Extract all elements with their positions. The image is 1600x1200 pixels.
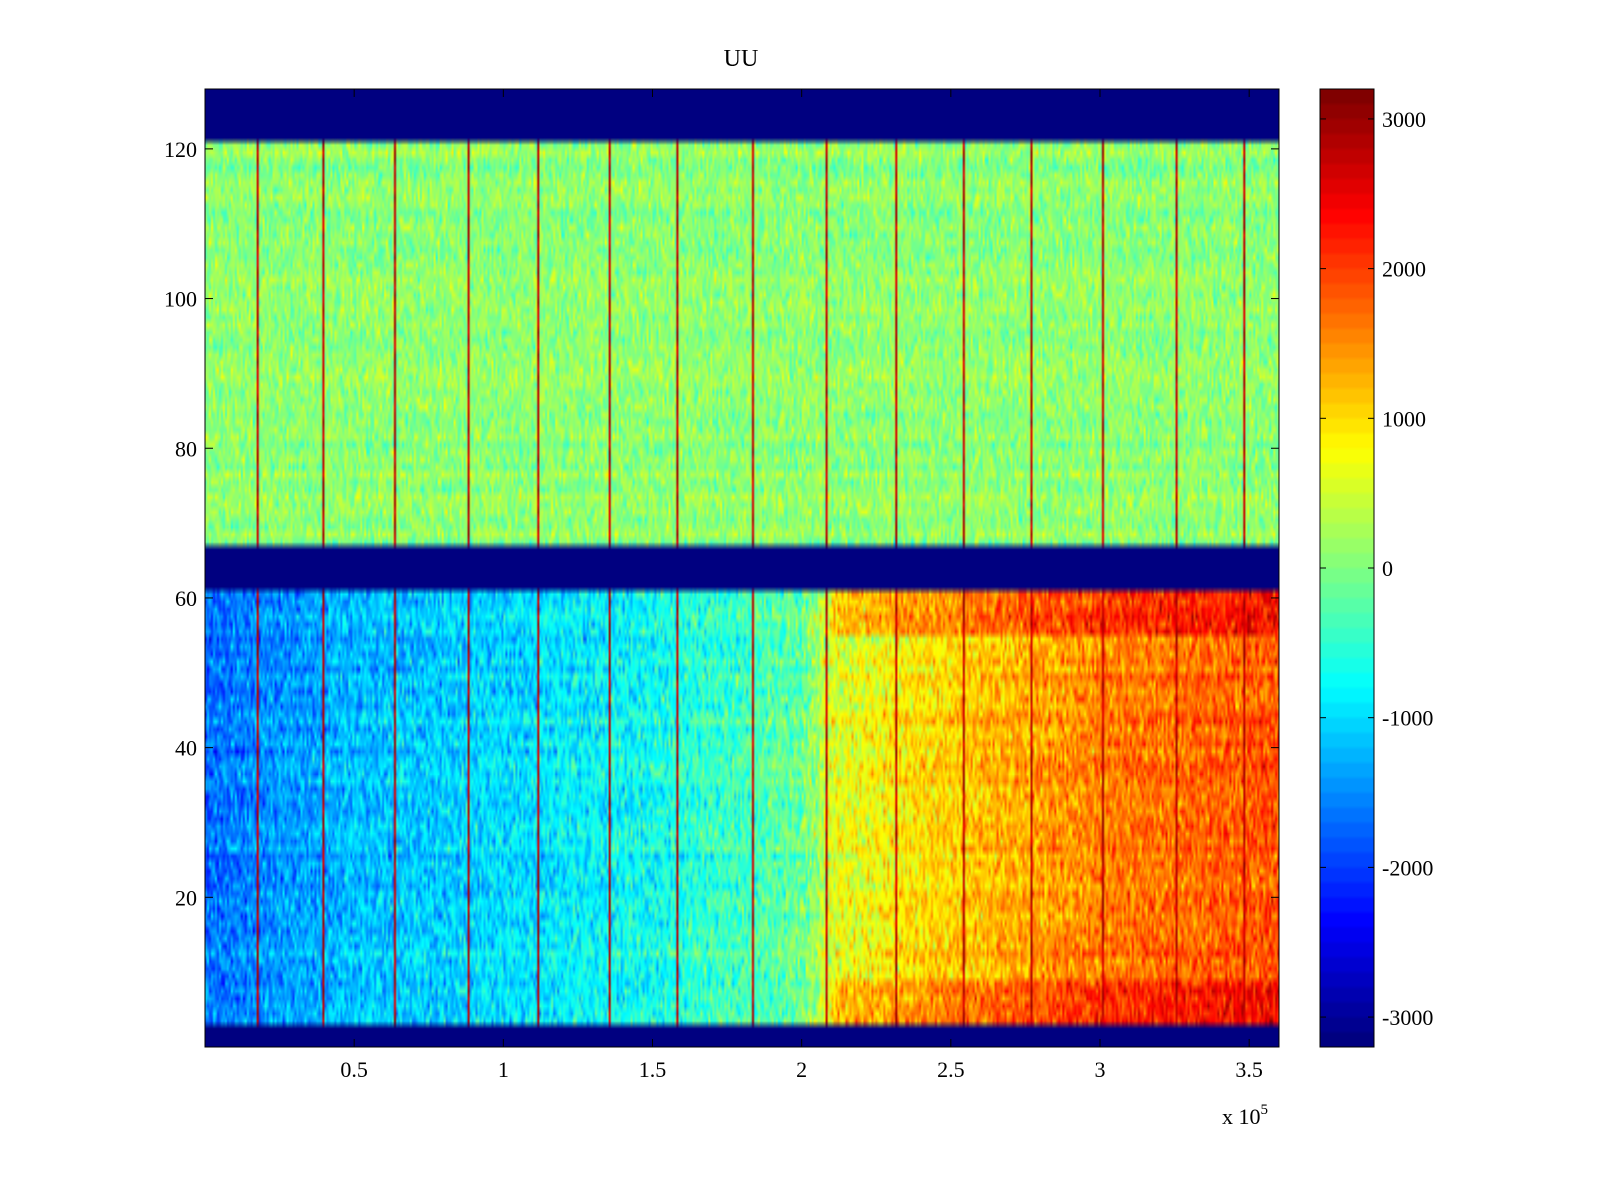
colorbar-tick-label: -3000	[1382, 1005, 1433, 1030]
colorbar: 3000 2000 1000 0 -1000 -2000 -3000	[1319, 88, 1433, 1048]
x-tick-label: 3	[1095, 1057, 1106, 1082]
y-tick-label: 100	[164, 287, 197, 312]
y-tick-label: 80	[175, 436, 197, 461]
x-tick-label: 1	[498, 1057, 509, 1082]
y-tick-label: 20	[175, 885, 197, 910]
colorbar-tick-label: 0	[1382, 556, 1393, 581]
colorbar-tick-label: 1000	[1382, 406, 1426, 431]
heatmap-image	[205, 89, 1279, 1047]
heatmap-plot	[204, 88, 1280, 1048]
y-tick-label: 120	[164, 137, 197, 162]
x-tick-label: 2.5	[937, 1057, 965, 1082]
colorbar-tick-label: 2000	[1382, 257, 1426, 282]
y-tick-label: 60	[175, 586, 197, 611]
colorbar-tick-label: -2000	[1382, 855, 1433, 880]
x-multiplier-label: x 105	[1222, 1102, 1268, 1129]
colorbar-tick-label: -1000	[1382, 706, 1433, 731]
y-tick-label: 40	[175, 736, 197, 761]
x-axis: 0.5 1 1.5 2 2.5 3 3.5	[340, 89, 1263, 1082]
chart-title: UU	[724, 46, 759, 72]
plot-frame	[204, 88, 1280, 1048]
colorbar-tick-label: 3000	[1382, 107, 1426, 132]
colorbar-ticks: 3000 2000 1000 0 -1000 -2000 -3000	[1320, 107, 1433, 1030]
x-tick-label: 1.5	[639, 1057, 667, 1082]
y-axis: 20 40 60 80 100 120	[164, 137, 1279, 910]
x-tick-label: 2	[796, 1057, 807, 1082]
colorbar-gradient	[1320, 89, 1374, 1047]
x-tick-label: 3.5	[1235, 1057, 1263, 1082]
x-tick-label: 0.5	[340, 1057, 368, 1082]
